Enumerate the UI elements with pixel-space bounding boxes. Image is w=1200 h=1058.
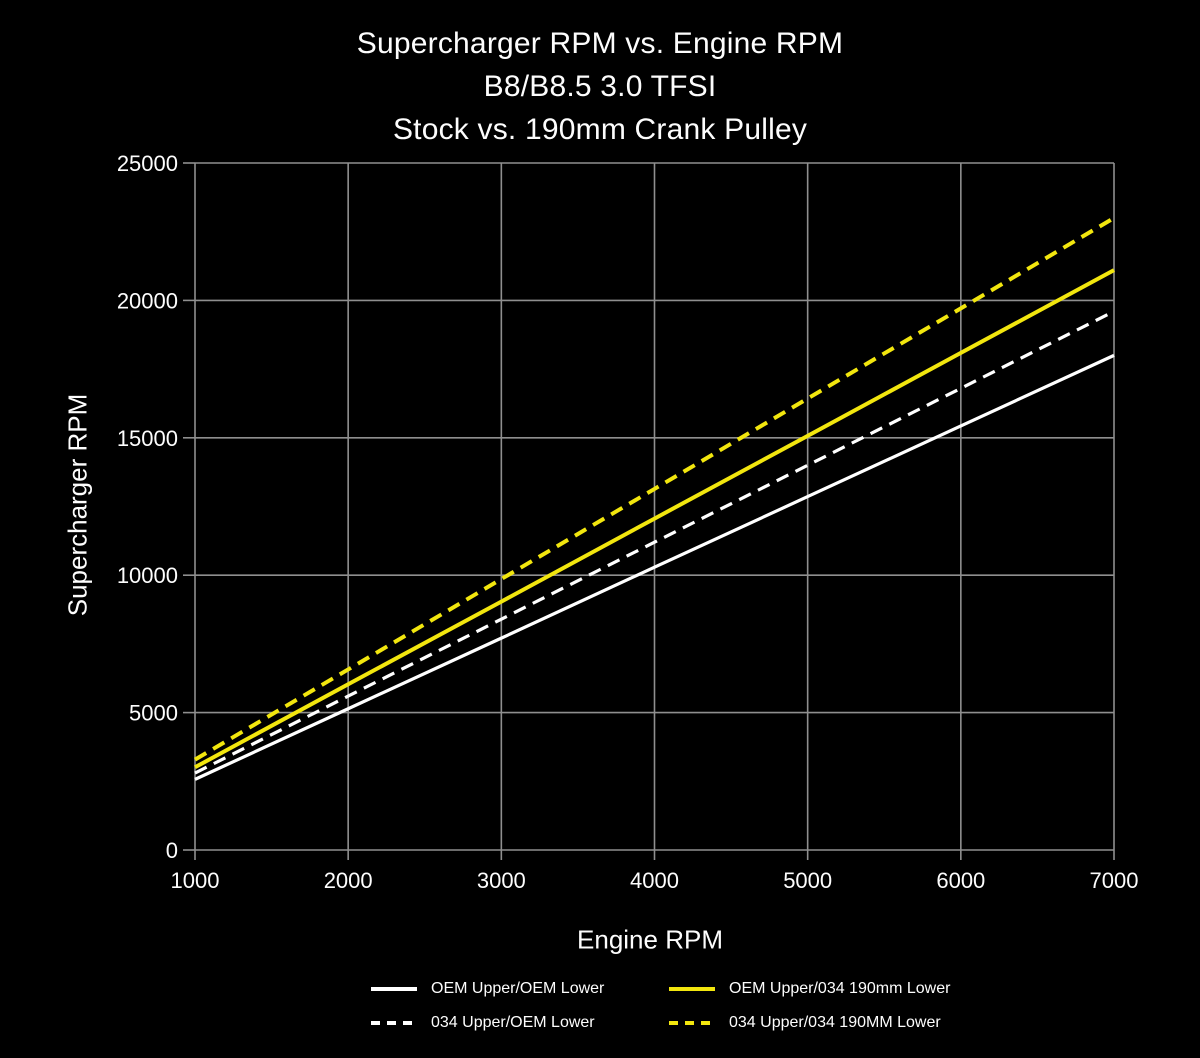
series-layer (193, 216, 1116, 781)
legend-label: OEM Upper/OEM Lower (431, 979, 605, 997)
legend-sample-dashed-yellow (669, 1020, 715, 1025)
x-tick-label: 7000 (1090, 868, 1139, 893)
tick-label-layer: 0 5000 10000 15000 20000 25000 1000 2000 3000 400… (117, 151, 1139, 893)
chart-title: Supercharger RPM vs. Engine RPM B8/B8.5 … (0, 22, 1200, 151)
y-tick-label: 25000 (117, 151, 178, 176)
y-tick-label: 10000 (117, 563, 178, 588)
chart-title-line-1: Supercharger RPM vs. Engine RPM (356, 27, 844, 60)
x-tick-label: 3000 (477, 868, 526, 893)
series-line-oem-upper-034-190mm-lower (194, 268, 1115, 770)
x-tick-label: 4000 (630, 868, 679, 893)
grid-layer (194, 162, 1115, 851)
series-line-oem-upper-oem-lower (194, 353, 1115, 781)
series-line-034-upper-oem-lower (194, 309, 1115, 775)
y-axis-title: Supercharger RPM (62, 393, 93, 617)
legend-sample-solid-white (371, 986, 417, 991)
x-tick-label: 5000 (783, 868, 832, 893)
legend-label: 034 Upper/034 190MM Lower (729, 1013, 941, 1031)
legend-label: OEM Upper/034 190mm Lower (729, 979, 951, 997)
legend-item-034-upper-034-190mm-lower: 034 Upper/034 190MM Lower (668, 1012, 950, 1033)
series-line-034-upper-034-190mm-lower (193, 216, 1116, 762)
y-tick-label: 5000 (129, 701, 178, 726)
x-tick-label: 1000 (171, 868, 220, 893)
y-tick-label: 20000 (117, 288, 178, 313)
legend-item-oem-upper-oem-lower: OEM Upper/OEM Lower (370, 978, 668, 999)
x-tick-label: 6000 (936, 868, 985, 893)
legend: OEM Upper/OEM Lower OEM Upper/034 190mm … (370, 978, 950, 1033)
y-tick-label: 0 (166, 838, 178, 863)
y-tick-label: 15000 (117, 426, 178, 451)
tick-layer (183, 162, 1115, 860)
legend-item-oem-upper-034-190mm-lower: OEM Upper/034 190mm Lower (668, 978, 950, 999)
chart-title-line-2: B8/B8.5 3.0 TFSI (483, 70, 717, 103)
legend-item-034-upper-oem-lower: 034 Upper/OEM Lower (370, 1012, 668, 1033)
legend-sample-dashed-white (371, 1020, 417, 1025)
chart-title-line-3: Stock vs. 190mm Crank Pulley (392, 113, 808, 146)
legend-label: 034 Upper/OEM Lower (431, 1013, 595, 1031)
x-axis-title: Engine RPM (577, 924, 723, 955)
legend-sample-solid-yellow (669, 986, 715, 991)
x-tick-label: 2000 (324, 868, 373, 893)
